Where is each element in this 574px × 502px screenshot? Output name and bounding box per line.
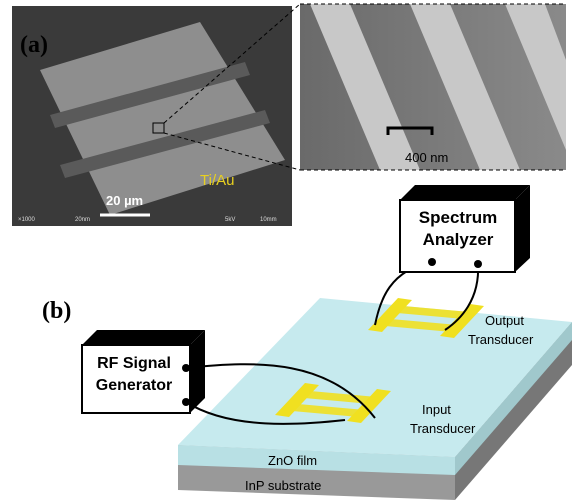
metal-label: Ti/Au <box>200 172 234 189</box>
transducer-label: Output <box>485 313 524 328</box>
zoom-scale-label: 400 nm <box>405 150 448 165</box>
transducer-label: Transducer <box>468 332 534 347</box>
substrate <box>178 298 572 500</box>
sem-info: 10mm <box>260 217 277 223</box>
spectrum-analyzer: Spectrum Analyzer <box>399 185 530 273</box>
sem-image: (a) 20 µm Ti/Au ×1000 20nm 5kV 10mm <box>12 6 292 226</box>
box-label: RF Signal <box>97 355 171 372</box>
box-label: Generator <box>96 377 172 394</box>
sem-info: ×1000 <box>18 217 36 223</box>
transducer-label: Transducer <box>410 421 476 436</box>
zoom-lines <box>163 3 566 171</box>
zoom-image: 400 nm <box>300 4 566 170</box>
panel-label: (b) <box>42 298 71 324</box>
box-label: Analyzer <box>423 230 494 249</box>
sem-info: 20nm <box>75 217 90 223</box>
panel-label: (a) <box>20 32 48 58</box>
layer-label: ZnO film <box>268 453 317 468</box>
transducers <box>275 298 484 423</box>
rf-generator: RF Signal Generator <box>81 330 205 414</box>
scale-bar-label: 20 µm <box>106 193 143 208</box>
sem-info: 5kV <box>225 217 235 223</box>
layer-label: InP substrate <box>245 478 321 493</box>
transducer-label: Input <box>422 402 451 417</box>
box-label: Spectrum <box>419 208 497 227</box>
